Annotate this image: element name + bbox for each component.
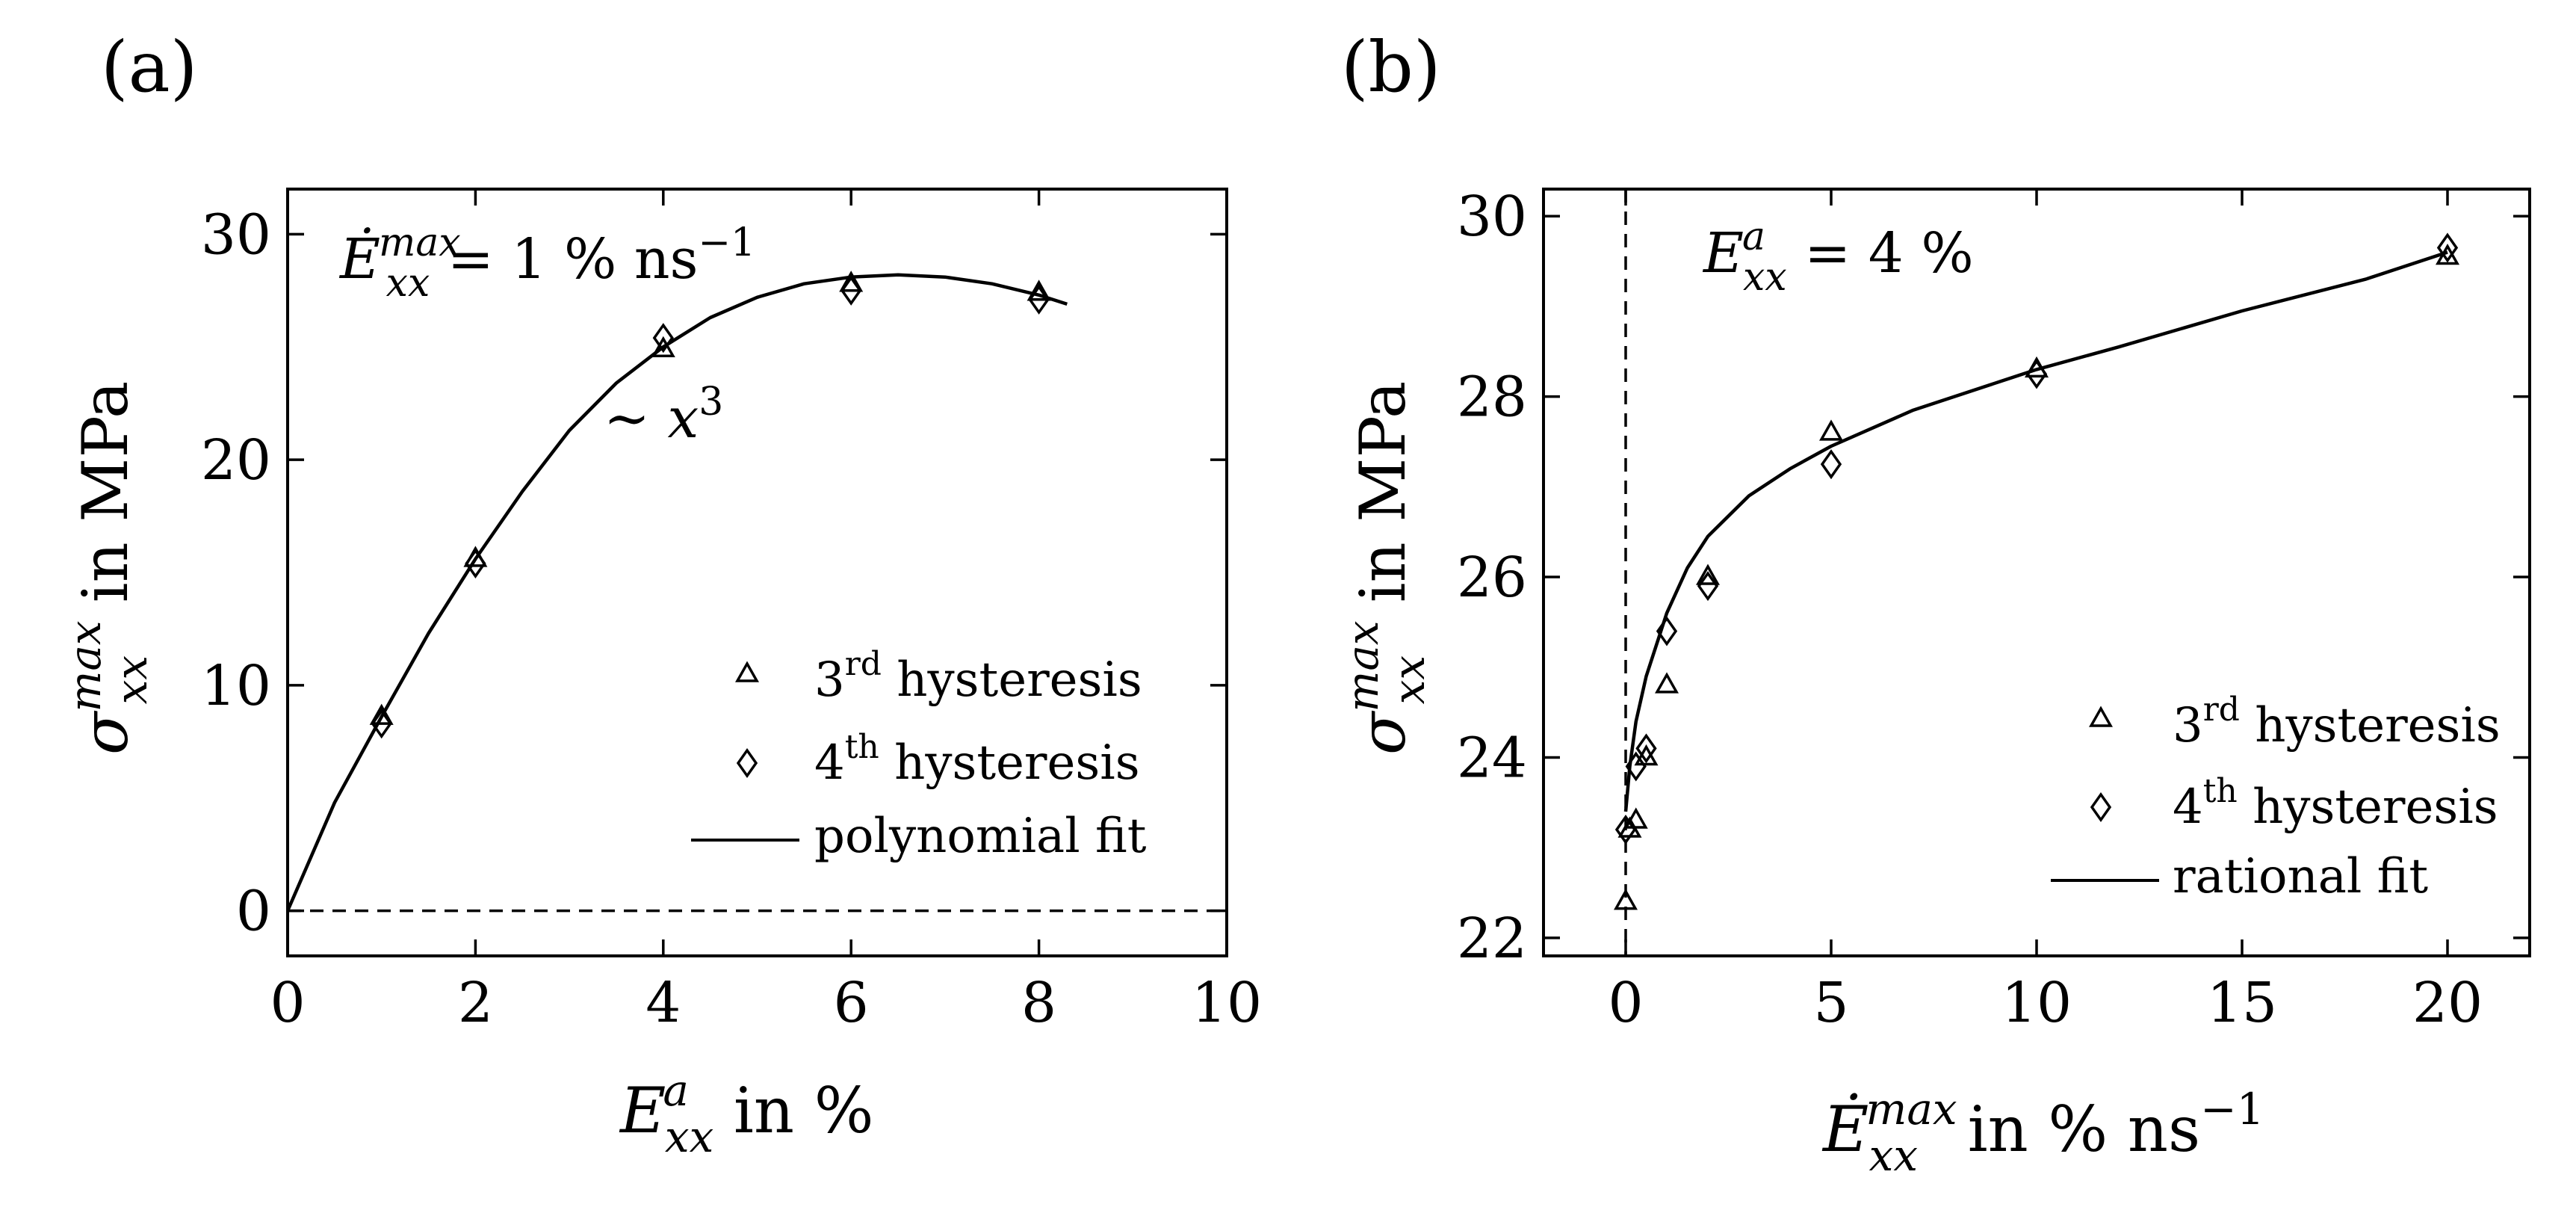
y-tick-label: 22 xyxy=(1457,907,1527,971)
fit-curve xyxy=(1623,250,2448,812)
data-point-diamond xyxy=(1697,571,1719,602)
legend-entry-4th-hysteresis: 4th hysteresis xyxy=(2090,772,2498,835)
y-tick-label: 30 xyxy=(1457,185,1527,249)
panel-a-plot-frame xyxy=(286,188,1228,957)
data-point-triangle xyxy=(1614,889,1638,910)
data-point-diamond xyxy=(840,275,862,306)
y-tick-label: 20 xyxy=(201,428,271,493)
panel-b-label: (b) xyxy=(1341,27,1441,108)
x-tick-label: 5 xyxy=(1813,971,1848,1035)
y-tick-label: 26 xyxy=(1457,546,1527,610)
panel-a-legend: 3rd hysteresis 4th hysteresis polynomial… xyxy=(691,645,1147,864)
x-tick-label: 15 xyxy=(2207,971,2277,1035)
x-tick-label: 4 xyxy=(645,971,681,1035)
data-point-diamond xyxy=(1820,449,1842,480)
data-point-triangle xyxy=(1623,807,1648,829)
panel-b-legend: 3rd hysteresis 4th hysteresis rational f… xyxy=(2051,691,2501,904)
legend-entry-3rd-hysteresis: 3rd hysteresis xyxy=(2089,691,2501,753)
legend-label-polynomial-fit: polynomial fit xyxy=(814,809,1147,864)
panel-b-annotation: Ea xx = 4 % xyxy=(1702,214,1974,300)
panel-b-x-axis-label: Ėmax xx in % ns−1 xyxy=(1821,1084,2264,1181)
panel-a-curve-note: ∼ x3 xyxy=(604,380,723,451)
data-point-diamond xyxy=(2436,232,2459,263)
x-tick-label: 6 xyxy=(834,971,869,1035)
legend-triangle-marker xyxy=(2089,706,2113,727)
panel-b-plot-area xyxy=(1614,189,2459,956)
data-point-triangle xyxy=(369,703,394,725)
legend-label-3rd-hysteresis: 3rd hysteresis xyxy=(2173,691,2501,753)
data-point-diamond xyxy=(371,709,392,739)
y-tick-label: 30 xyxy=(201,203,271,267)
panel-a-plot-area xyxy=(285,271,1227,913)
panel-a-annotation: Ėmax xx = 1 % ns−1 xyxy=(338,220,755,306)
panel-a: (a) 0 2 4 6 8 10 0 10 20 30 Ėmax xx = 1 % ns−1 ∼ x… xyxy=(60,27,1262,1162)
data-point-diamond xyxy=(465,548,486,578)
legend-diamond-marker xyxy=(736,747,758,779)
data-point-diamond xyxy=(1614,814,1637,845)
legend-label-4th-hysteresis: 4th hysteresis xyxy=(2173,772,2498,835)
panel-b-ticks: 0 5 10 15 20 22 24 26 28 30 xyxy=(1457,185,2530,1035)
data-point-triangle xyxy=(1819,419,1843,441)
legend-label-rational-fit: rational fit xyxy=(2173,849,2428,904)
x-tick-label: 2 xyxy=(458,971,493,1035)
x-tick-label: 0 xyxy=(270,971,305,1035)
x-tick-label: 10 xyxy=(2001,971,2072,1035)
legend-entry-polynomial-fit: polynomial fit xyxy=(691,809,1147,864)
panel-b-plot-frame xyxy=(1542,188,2531,957)
data-point-triangle xyxy=(1655,672,1679,694)
y-tick-label: 10 xyxy=(201,654,271,718)
y-tick-label: 0 xyxy=(236,880,271,944)
data-point-diamond xyxy=(1635,733,1657,764)
data-point-diamond xyxy=(2025,359,2048,389)
data-point-triangle xyxy=(839,271,864,292)
legend-label-4th-hysteresis: 4th hysteresis xyxy=(814,728,1140,791)
data-point-triangle xyxy=(651,336,675,358)
data-point-diamond xyxy=(652,323,674,354)
panel-a-x-axis-label: Ea xx in % xyxy=(619,1065,874,1162)
legend-entry-rational-fit: rational fit xyxy=(2051,849,2428,904)
legend-triangle-marker xyxy=(735,661,759,682)
panel-a-label: (a) xyxy=(101,27,197,108)
x-tick-label: 8 xyxy=(1021,971,1056,1035)
legend-entry-3rd-hysteresis: 3rd hysteresis xyxy=(735,645,1142,708)
legend-label-3rd-hysteresis: 3rd hysteresis xyxy=(814,645,1142,708)
panel-b: (b) 0 5 10 15 20 22 24 26 28 30 Ea xx = 4 % 3rd hy… xyxy=(1337,27,2531,1181)
x-tick-label: 0 xyxy=(1608,971,1643,1035)
x-tick-label: 10 xyxy=(1192,971,1262,1035)
legend-entry-4th-hysteresis: 4th hysteresis xyxy=(736,728,1140,791)
data-point-triangle xyxy=(1696,564,1720,585)
x-tick-label: 20 xyxy=(2412,971,2483,1035)
data-point-triangle xyxy=(1027,280,1051,301)
panel-a-y-axis-label: σmaxxx in MPa xyxy=(60,381,157,755)
panel-a-ticks: 0 2 4 6 8 10 0 10 20 30 xyxy=(201,189,1262,1035)
y-tick-label: 28 xyxy=(1457,365,1527,430)
panel-b-y-axis-label: σmaxxx in MPa xyxy=(1337,381,1434,755)
legend-diamond-marker xyxy=(2090,791,2112,823)
y-tick-label: 24 xyxy=(1457,726,1527,790)
fit-curve xyxy=(285,273,1068,912)
